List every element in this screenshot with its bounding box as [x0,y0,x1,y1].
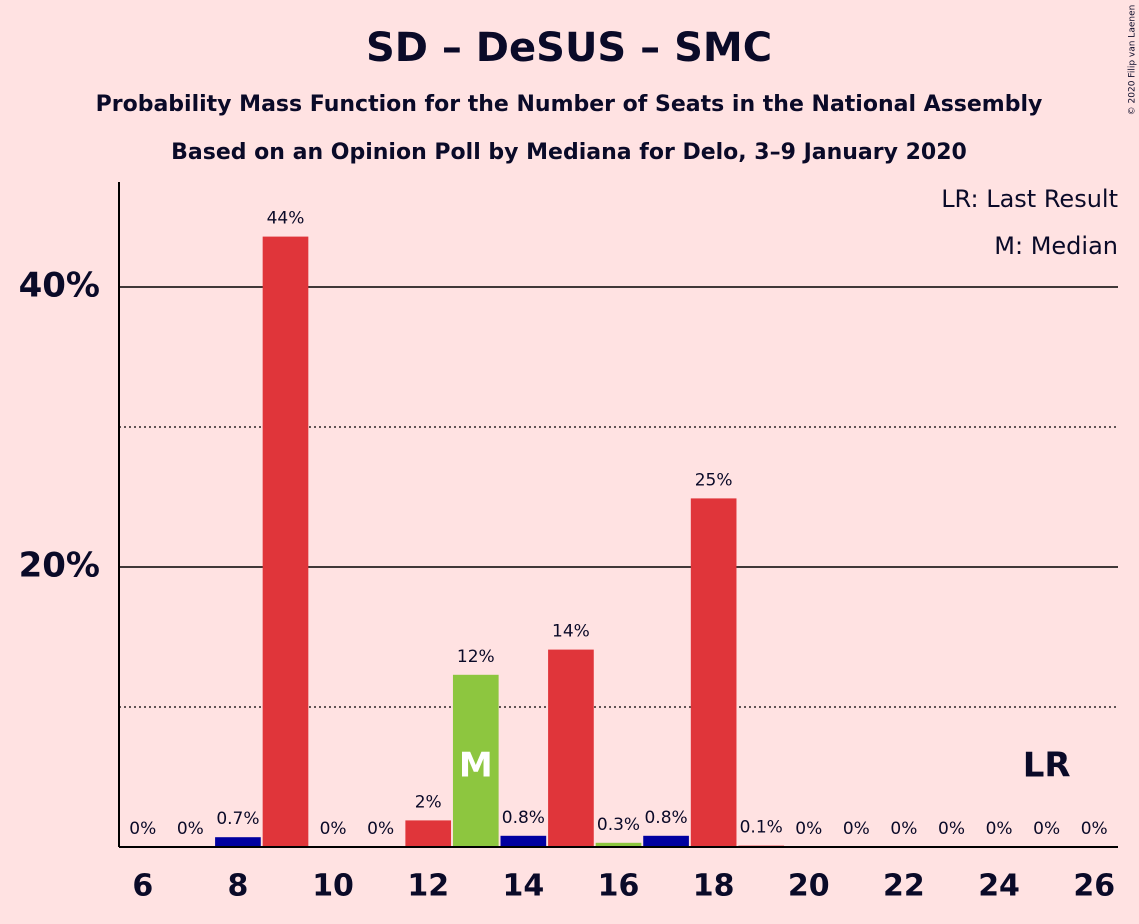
x-tick-label: 6 [132,869,153,904]
x-tick-label: 26 [1073,869,1115,904]
value-label: 0% [986,819,1013,839]
copyright: © 2020 Filip van Laenen [1128,5,1138,116]
value-label: 0% [890,819,917,839]
value-label: 0% [938,819,965,839]
value-label: 0% [843,819,870,839]
y-tick-label: 40% [19,266,100,306]
value-label: 0.3% [597,815,640,835]
value-label: 14% [552,622,590,642]
value-label: 25% [695,470,733,490]
x-tick-label: 20 [788,869,830,904]
chart-title: SD – DeSUS – SMC [366,25,772,71]
value-label: 0% [1081,819,1108,839]
value-label: 0% [320,819,347,839]
bar [452,674,499,847]
chart-subtitle: Probability Mass Function for the Number… [96,92,1043,117]
bar [690,498,737,847]
value-label: 12% [457,647,495,667]
legend-entry: M: Median [994,232,1118,260]
bar [405,820,452,847]
value-label: 44% [267,209,305,229]
x-tick-label: 22 [883,869,925,904]
bar [215,837,261,847]
x-tick-label: 10 [312,869,354,904]
value-label: 0.7% [216,809,259,829]
bar [500,835,547,847]
x-tick-label: 18 [693,869,735,904]
value-label: 0% [177,819,204,839]
value-label: 0% [367,819,394,839]
value-label: 0.8% [644,808,687,828]
x-tick-label: 24 [978,869,1020,904]
bar [262,236,309,848]
bar [548,649,594,847]
x-tick-label: 14 [502,869,544,904]
bar [643,835,689,847]
x-tick-label: 12 [407,869,449,904]
value-label: 0% [129,819,156,839]
legend-entry: LR: Last Result [941,185,1118,213]
marker-label: M [459,746,493,786]
value-label: 0% [1033,819,1060,839]
value-label: 2% [415,792,442,812]
value-label: 0.1% [740,818,783,838]
x-tick-label: 16 [598,869,640,904]
chart-subtitle: Based on an Opinion Poll by Mediana for … [171,140,967,165]
value-label: 0% [795,819,822,839]
x-tick-label: 8 [227,869,248,904]
bar [595,842,642,847]
value-label: 0.8% [502,808,545,828]
marker-label: LR [1023,746,1071,786]
y-tick-label: 20% [19,546,100,586]
